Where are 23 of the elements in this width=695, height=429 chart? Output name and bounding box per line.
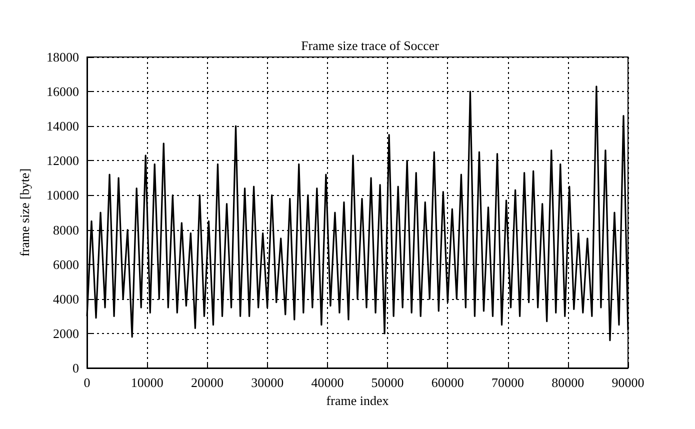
y-tick-label: 8000 (53, 222, 79, 238)
chart-title: Frame size trace of Soccer (301, 38, 440, 53)
y-tick-label: 18000 (46, 50, 79, 64)
y-tick-label: 14000 (46, 118, 79, 134)
x-tick-label: 20000 (190, 375, 224, 390)
y-tick-label: 6000 (53, 256, 79, 272)
y-tick-label: 16000 (46, 84, 79, 100)
x-tick-label: 70000 (492, 375, 524, 390)
x-tick-label: 40000 (311, 375, 344, 390)
x-tick-label: 90000 (612, 375, 644, 390)
y-axis-title: frame size [byte] (17, 168, 32, 257)
y-tick-label: 12000 (46, 153, 79, 168)
x-tick-label: 60000 (431, 375, 464, 390)
x-tick-label: 0 (84, 375, 90, 390)
x-tick-label: 80000 (552, 375, 584, 390)
y-tick-label: 0 (72, 360, 79, 376)
x-axis-title: frame index (326, 392, 390, 408)
y-tick-label: 2000 (53, 326, 79, 341)
y-tick-label: 10000 (46, 188, 79, 203)
x-tick-label: 50000 (371, 375, 404, 390)
y-tick-label: 4000 (53, 291, 79, 306)
x-tick-label: 10000 (130, 375, 164, 390)
x-tick-label: 30000 (251, 375, 284, 390)
